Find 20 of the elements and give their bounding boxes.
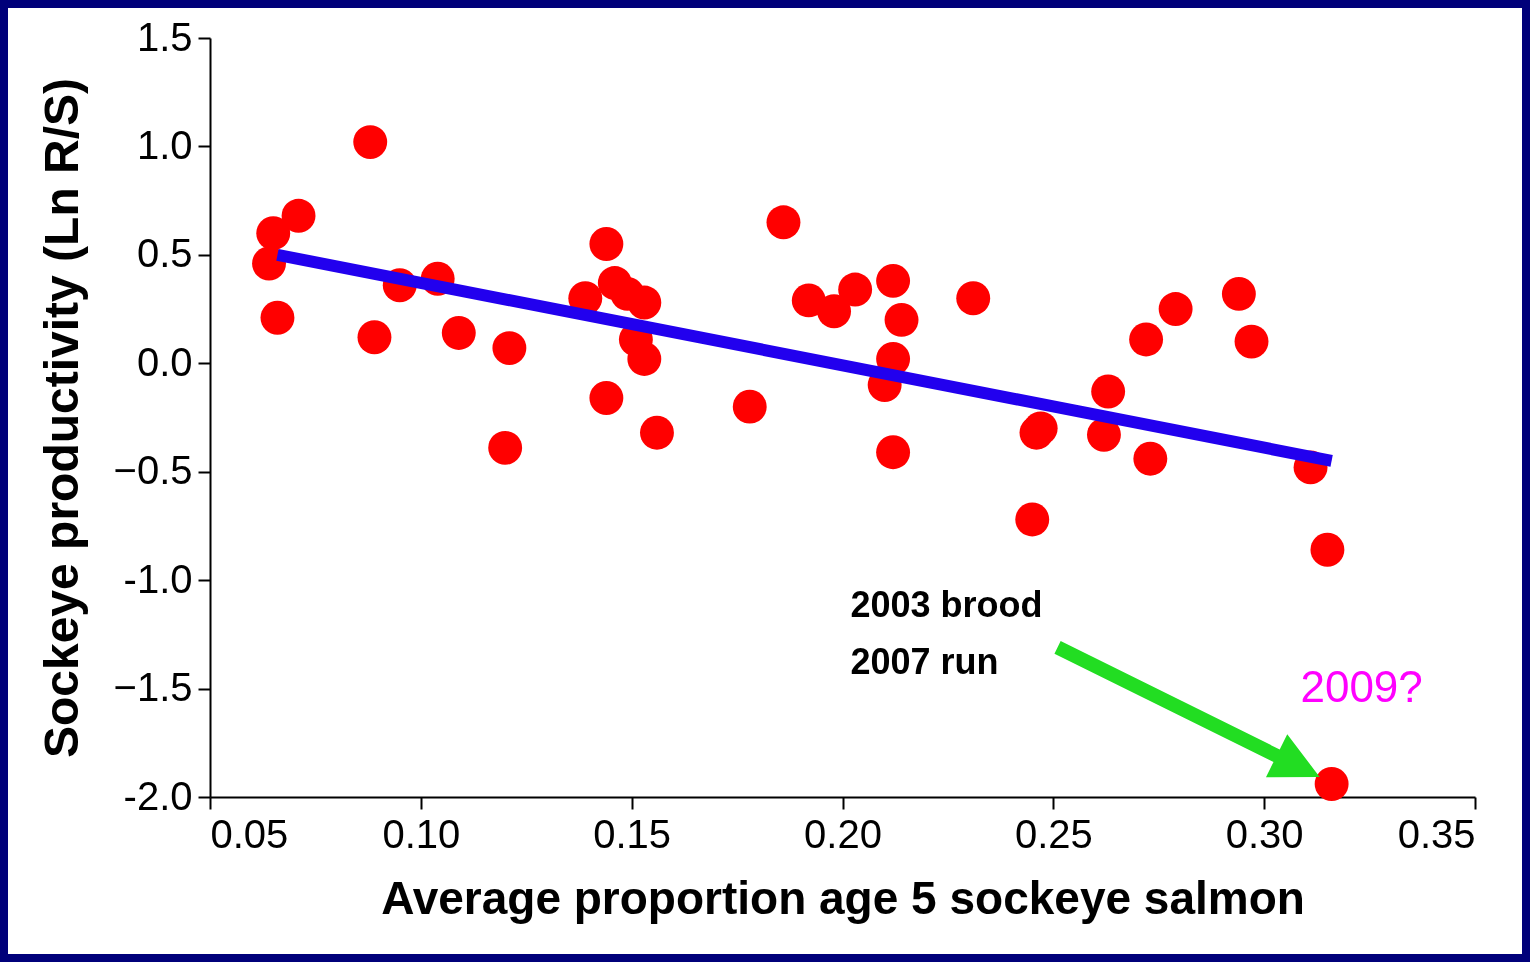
annotation: 2009? <box>1300 661 1423 711</box>
y-tick-label: 0.0 <box>136 339 193 384</box>
annotation: 2003 brood <box>850 584 1043 626</box>
x-tick-label: 0.30 <box>1225 811 1304 856</box>
x-axis-title: Average proportion age 5 sockeye salmon <box>381 871 1305 924</box>
y-tick-label: -1.0 <box>123 556 193 601</box>
y-tick-label: 0.5 <box>136 231 193 276</box>
x-tick-label: 0.25 <box>1014 811 1093 856</box>
y-tick-label: 1.5 <box>136 14 193 59</box>
y-tick-label: −1.5 <box>113 665 193 710</box>
x-tick-label: 0.35 <box>1397 811 1476 856</box>
annotation: 2007 run <box>850 640 999 682</box>
x-tick-label: 0.05 <box>210 811 289 856</box>
x-tick-label: 0.20 <box>804 811 882 856</box>
x-tick-label: 0.15 <box>593 811 672 856</box>
y-tick-label: −0.5 <box>113 448 193 493</box>
y-tick-label: 1.0 <box>136 122 193 167</box>
x-tick-label: 0.10 <box>382 811 461 856</box>
y-axis-title: Sockeye productivity (Ln R/S) <box>34 77 88 759</box>
y-tick-label: -2.0 <box>123 773 193 818</box>
